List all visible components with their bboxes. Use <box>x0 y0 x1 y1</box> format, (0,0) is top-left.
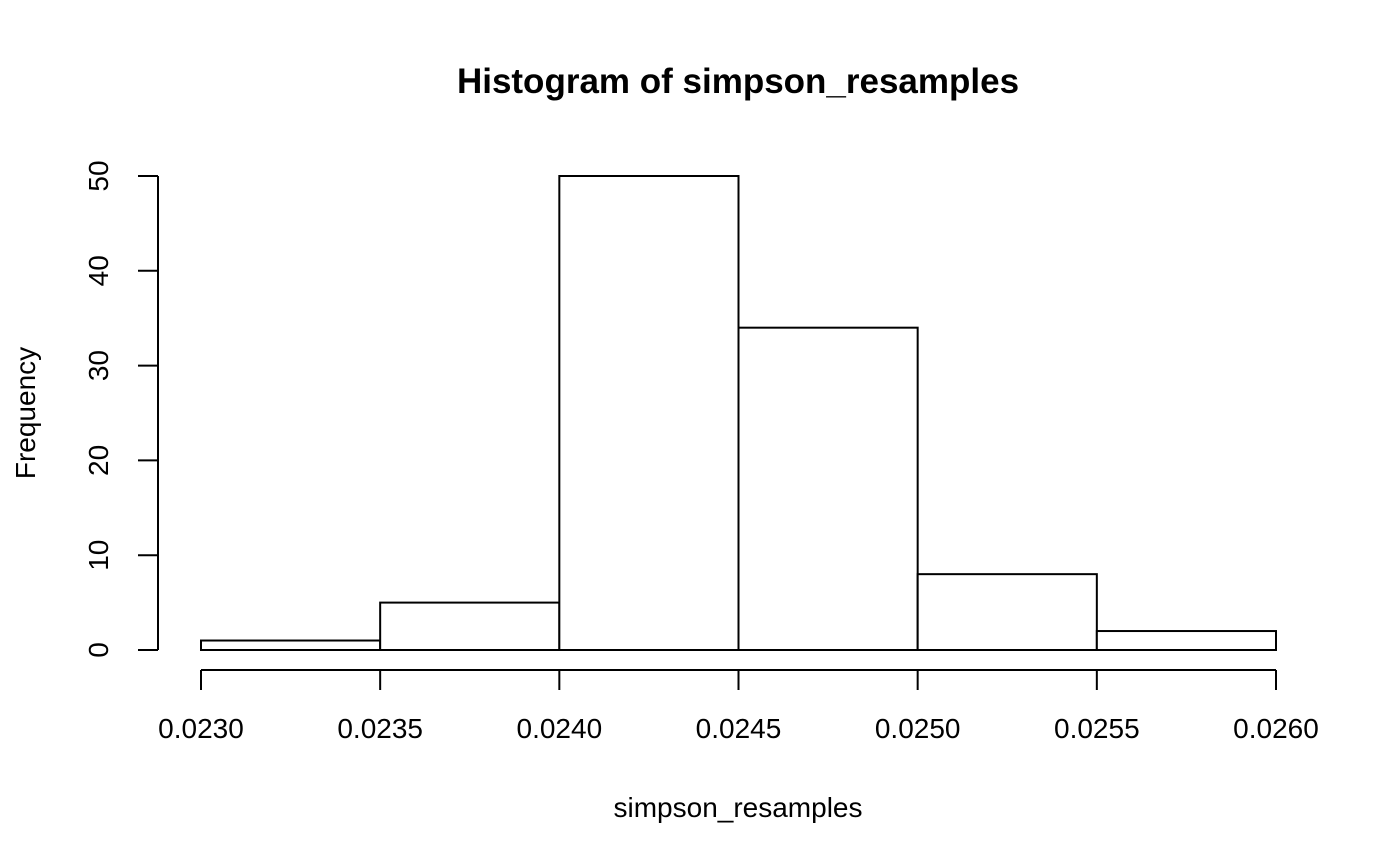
x-tick-label: 0.0240 <box>517 713 603 744</box>
bars-group <box>200 175 1278 652</box>
histogram-bar-5 <box>916 573 1098 651</box>
x-tick-label: 0.0230 <box>158 713 244 744</box>
y-axis: 0 10 20 30 40 50 <box>83 160 159 658</box>
y-tick-label: 20 <box>83 445 114 476</box>
y-axis-title: Frequency <box>10 347 41 479</box>
x-axis: 0.0230 0.0235 0.0240 0.0245 0.0250 0.0255 0.02… <box>158 669 1319 744</box>
y-tick-label: 40 <box>83 255 114 286</box>
y-tick-label: 10 <box>83 540 114 571</box>
x-tick-label: 0.0245 <box>696 713 782 744</box>
x-tick-label: 0.0235 <box>337 713 423 744</box>
histogram-bar-1 <box>200 639 382 652</box>
y-tick-label: 0 <box>83 642 114 658</box>
histogram-bar-4 <box>737 326 919 651</box>
y-tick-label: 50 <box>83 160 114 191</box>
x-tick-label: 0.0250 <box>875 713 961 744</box>
y-tick-label: 30 <box>83 350 114 381</box>
x-tick-label: 0.0260 <box>1233 713 1319 744</box>
chart-title: Histogram of simpson_resamples <box>457 62 1019 101</box>
histogram-bar-6 <box>1095 630 1278 651</box>
x-tick-label: 0.0255 <box>1054 713 1140 744</box>
histogram-bar-3 <box>558 175 740 651</box>
x-axis-title: simpson_resamples <box>614 792 863 823</box>
histogram-bar-2 <box>379 601 561 651</box>
